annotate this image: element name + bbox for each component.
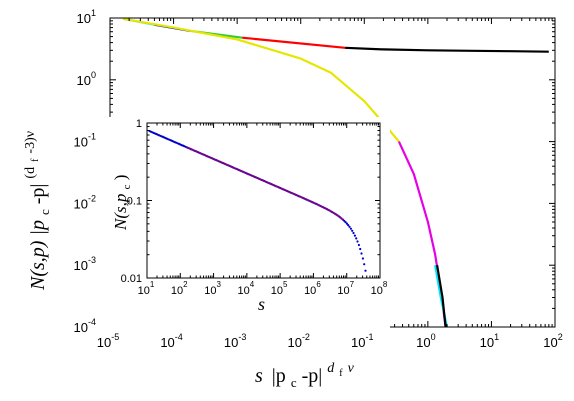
main-y-tick-label: 10-1 [74,132,96,150]
inset-overlay-line [185,146,345,221]
main-x-tick-label: 10-3 [224,332,246,350]
main-y-tick-label: 100 [77,70,96,88]
inset-data-point [360,252,363,255]
inset-x-tick-label: 108 [371,280,388,297]
main-y-tick-label: 10-3 [74,255,96,273]
inset-y-tick-label: 1 [136,118,142,130]
inset-data-point [361,257,364,260]
main-x-tick-label: 100 [416,332,435,350]
main-series-line-8 [436,265,447,327]
inset-y-tick-label: 0.1 [127,196,142,208]
main-series-line-3 [242,36,346,49]
inset-data-point [351,229,354,232]
inset-data-point [352,231,355,235]
main-y-tick-label: 10-2 [74,193,96,211]
main-y-tick-label: 101 [77,8,96,26]
inset-y-axis-label: N(s,p c ) [111,175,134,231]
main-series-line-4 [345,46,549,53]
main-x-tick-label: 102 [543,332,562,350]
inset-x-tick-label: 107 [337,280,354,297]
inset-x-tick-label: 105 [271,280,288,297]
inset-data-point [345,222,348,225]
inset-points [148,130,367,272]
inset-y-label-sub-c: c [121,184,133,189]
inset-y-label-close: ) [111,175,130,181]
inset-data-point [353,234,356,237]
main-x-tick-label: 10-2 [287,332,309,350]
main-x-tick-label: 10-4 [160,332,182,350]
inset-data-point [355,237,358,240]
inset-x-tick-label: 103 [204,280,221,297]
inset-data-point [344,221,347,224]
x-label-sub-c: c [291,375,297,390]
main-x-tick-label: 10-5 [97,332,119,350]
y-label-exp-rest: -3)ν [23,131,38,154]
x-label-open: |p [272,365,286,387]
x-label-exp-nu: ν [348,361,355,376]
inset-axis-ticks [146,122,381,279]
inset-background [109,117,390,332]
main-series-line-6 [397,141,447,327]
main-x-axis-label: s |p c -p| d f ν [255,355,355,392]
x-label-exp-sub-f: f [339,368,343,379]
inset-x-axis-label: s [258,294,265,314]
main-tick-labels: 10-5 10-4 10-3 10-2 10-1 100 101 10210-410-310-… [74,8,563,350]
inset-chart: 101 102 103 104 105 106 107 108 0.01 0.1 1 s N(s,p… [109,117,390,332]
inset-x-tick-label: 101 [138,280,155,297]
inset-data-point [357,243,360,247]
y-label-close: -p| [27,184,49,205]
y-label-exp-open: (d [23,167,38,179]
inset-data-point [359,247,362,251]
main-y-axis-label: N(s,p) |p c -p| (d f -3)ν [17,131,54,291]
y-label-main: N(s,p) |p [27,220,49,291]
inset-x-tick-label: 106 [304,280,321,297]
main-x-tick-label: 10-1 [351,332,373,350]
y-label-sub-c: c [37,209,52,215]
inset-x-tick-label: 104 [238,280,255,297]
inset-y-label-main: N(s,p [111,194,130,231]
inset-y-tick-label: 0.01 [121,273,142,285]
inset-data-point [349,227,352,230]
inset-data-point [348,225,351,228]
x-label-var: s [255,365,263,387]
inset-tick-labels: 101 102 103 104 105 106 107 108 0.01 0.1 1 [121,118,388,297]
x-label-exp-d: d [327,361,335,376]
inset-data-point [364,269,367,272]
main-y-tick-label: 10-4 [74,317,96,335]
inset-data-point [356,240,359,243]
inset-data-point [347,224,350,227]
inset-data-point [363,263,366,266]
y-label-exp-sub-f: f [30,158,41,162]
x-label-close: -p| [302,365,323,387]
main-x-tick-label: 101 [480,332,499,350]
inset-x-tick-label: 102 [171,280,188,297]
